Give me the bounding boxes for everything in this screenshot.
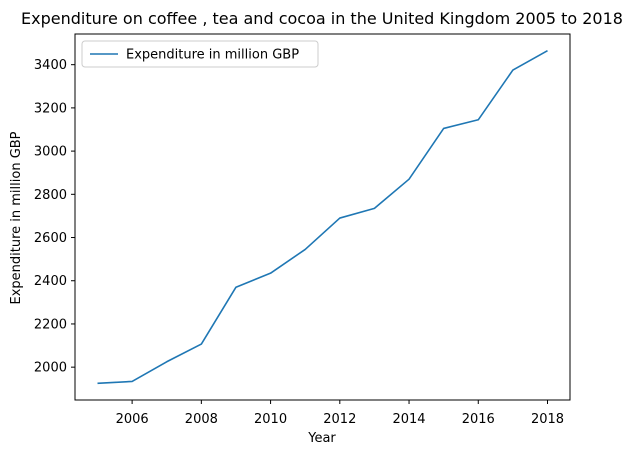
x-tick-label: 2008 bbox=[185, 412, 218, 427]
legend-entry-label: Expenditure in million GBP bbox=[126, 48, 299, 63]
y-tick-label: 2200 bbox=[34, 317, 67, 332]
x-tick-label: 2006 bbox=[116, 412, 149, 427]
plot-area: 2006 2008 2010 2012 2014 2016 2018 2000 2200 2400… bbox=[34, 33, 571, 427]
x-axis-label: Year bbox=[307, 431, 336, 446]
y-tick-label: 2600 bbox=[34, 231, 67, 246]
chart-title: Expenditure on coffee , tea and cocoa in… bbox=[21, 9, 623, 28]
axes-frame bbox=[74, 33, 571, 401]
y-tick-label: 2800 bbox=[34, 188, 67, 203]
legend-box bbox=[81, 40, 319, 68]
y-tick-label: 3400 bbox=[34, 58, 67, 73]
x-tick-label: 2014 bbox=[392, 412, 425, 427]
series-line bbox=[97, 49, 548, 385]
x-tick-label: 2016 bbox=[462, 412, 495, 427]
x-tick-label: 2010 bbox=[254, 412, 287, 427]
x-tick-label: 2018 bbox=[531, 412, 564, 427]
y-axis-label: Expenditure in million GBP bbox=[9, 131, 24, 304]
y-tick-label: 2000 bbox=[34, 361, 67, 376]
y-tick-label: 3000 bbox=[34, 145, 67, 160]
y-tick-label: 2400 bbox=[34, 274, 67, 289]
y-tick-label: 3200 bbox=[34, 101, 67, 116]
x-tick-label: 2012 bbox=[323, 412, 356, 427]
